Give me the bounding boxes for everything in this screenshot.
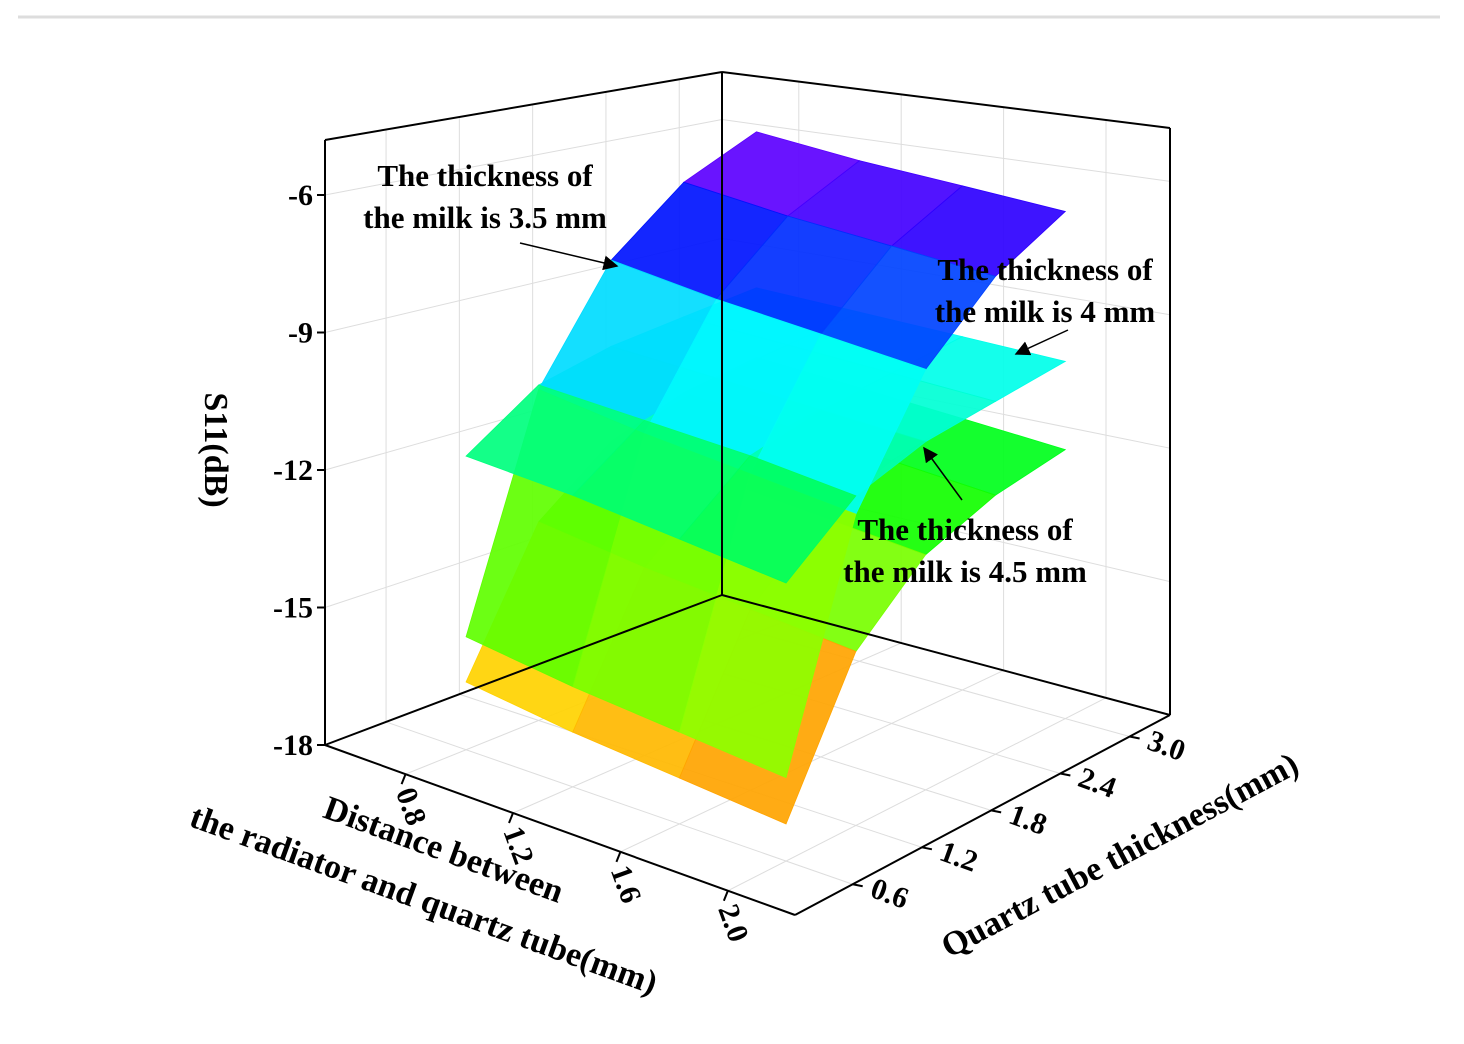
box-edge [721,71,1171,129]
y-tick-label: 2.4 [1074,761,1121,805]
y-tick-label: 1.2 [936,835,983,879]
y-axis-title: Quartz tube thickness(mm) [935,746,1304,966]
annotation: The thickness of [937,252,1153,287]
z-tick-label: -12 [273,454,313,487]
z-tick-label: -18 [273,729,313,762]
x-tick-label: 2.0 [711,900,755,947]
annotation: the milk is 4 mm [935,294,1156,329]
tick-mark [615,851,622,863]
y-tick-label: 3.0 [1143,724,1190,768]
y-axis [794,714,1171,916]
tick-mark [722,890,729,902]
x-tick-label: 1.6 [604,861,648,908]
tick-mark [1129,735,1140,740]
z-tick-label: -6 [288,179,313,212]
z-tick-label: -15 [273,592,313,625]
surfaces [465,131,1067,825]
grid-line [721,119,1171,182]
y-tick-label: 1.8 [1005,798,1052,842]
annotation: the milk is 4.5 mm [843,554,1087,589]
tick-mark [990,809,1002,814]
arrow [519,242,619,271]
tick-mark [852,883,863,888]
grid-line [385,721,853,885]
annotation: the milk is 3.5 mm [363,200,607,235]
tick-mark [400,773,407,785]
arrow [923,446,963,501]
annotation: The thickness of [377,158,593,193]
x-axis [324,744,796,916]
grid-line [727,697,1107,892]
grid-line [620,669,1004,853]
z-axis-title: S11(dB) [197,392,234,507]
box-edge [324,71,723,141]
box-edge [721,594,1171,716]
arrow [1014,329,1069,356]
tick-mark [508,812,514,824]
annotation: The thickness of [857,512,1073,547]
tick-mark [921,846,933,851]
grid-line [324,119,723,196]
z-tick-label: -9 [288,317,313,350]
tick-mark [1060,772,1071,777]
y-tick-label: 0.6 [866,872,913,916]
box-edge [324,594,723,746]
surface-patch [678,455,857,584]
